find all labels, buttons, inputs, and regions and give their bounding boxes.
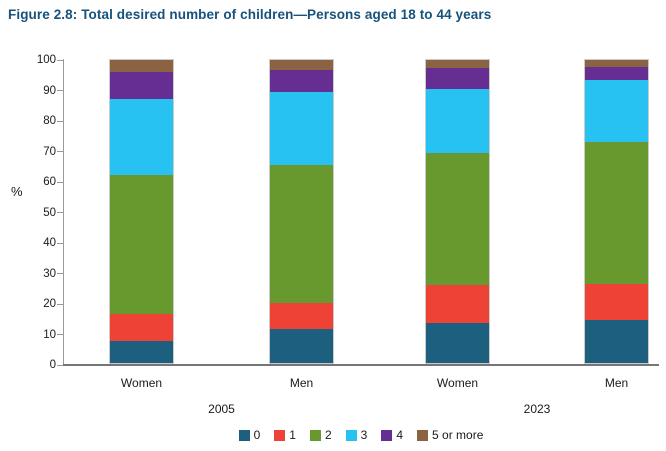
bar-men-2023 [584,59,649,364]
segment-2 [585,142,648,284]
segment-3 [585,80,648,143]
y-tick-mark [57,90,63,91]
y-tick-label: 10 [43,328,56,341]
legend-label: 1 [289,428,296,442]
legend-swatch [238,429,250,441]
legend-item: 2 [309,428,332,442]
group-label: 2005 [208,402,235,416]
legend-item: 0 [238,428,261,442]
segment-4 [585,67,648,80]
y-tick-mark [57,243,63,244]
legend-item: 3 [345,428,368,442]
segment-0 [110,340,173,363]
segment-5-or-more [585,60,648,68]
bar-women-2005 [109,59,174,364]
legend-swatch [417,429,429,441]
y-axis-line [63,59,64,365]
category-label: Men [604,376,629,390]
legend-label: 5 or more [432,428,484,442]
segment-0 [585,319,648,363]
y-tick-mark [57,334,63,335]
y-tick-label: 30 [43,267,56,280]
y-tick-mark [57,60,63,61]
segment-1 [585,283,648,320]
x-axis-line [63,364,659,366]
category-label: Women [120,376,163,390]
legend-swatch [309,429,321,441]
y-tick-label: 50 [43,206,56,219]
y-tick-label: 70 [43,145,56,158]
y-tick-mark [57,121,63,122]
segment-4 [270,70,333,93]
category-label: Men [289,376,314,390]
segment-4 [426,68,489,90]
legend-label: 0 [253,428,261,442]
segment-5-or-more [426,60,489,69]
bar-women-2023 [425,59,490,364]
y-tick-label: 60 [43,176,56,188]
legend-swatch [381,429,393,441]
segment-1 [270,303,333,330]
legend-swatch [274,429,286,441]
y-tick-label: 20 [43,298,56,310]
legend-item: 4 [381,428,403,442]
segment-0 [270,329,333,363]
y-tick-label: 0 [49,359,56,371]
y-tick-mark [57,304,63,305]
y-tick-label: 90 [43,84,56,97]
segment-3 [426,89,489,153]
y-tick-label: 80 [43,115,56,127]
y-tick-mark [57,365,63,366]
segment-5-or-more [110,60,173,72]
legend-swatch [345,429,357,441]
y-tick-label: 100 [36,54,56,66]
segment-0 [426,322,489,363]
group-label: 2023 [523,402,551,416]
legend-label: 4 [396,428,404,442]
y-tick-mark [57,182,63,183]
figure-title: Figure 2.8: Total desired number of chil… [8,7,492,22]
segment-5-or-more [270,60,333,70]
category-label: Women [436,376,479,390]
legend-item: 5 or more [417,428,483,442]
legend-item: 1 [274,428,296,442]
bar-men-2005 [269,59,334,364]
y-tick-mark [57,212,63,213]
segment-2 [270,165,333,304]
legend-label: 3 [360,428,368,442]
y-axis-label: % [11,184,23,199]
y-tick-mark [57,273,63,274]
y-tick-mark [57,151,63,152]
segment-3 [110,99,173,176]
segment-1 [110,314,173,341]
segment-4 [110,71,173,100]
legend: 0 1 2 3 4 5 or more [63,428,659,442]
segment-2 [110,175,173,315]
segment-3 [270,92,333,166]
segment-1 [426,284,489,323]
legend-label: 2 [324,428,332,442]
segment-2 [426,152,489,285]
y-tick-label: 40 [43,237,56,249]
